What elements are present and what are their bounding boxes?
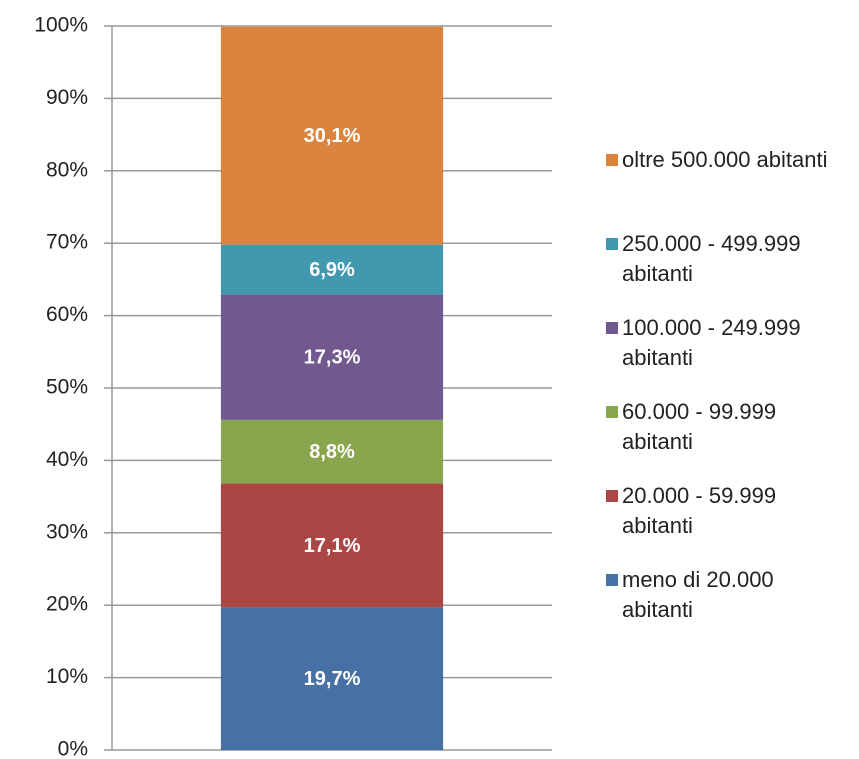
bar-segment bbox=[220, 607, 444, 750]
legend-label: 100.000 - 249.999 abitanti bbox=[622, 315, 801, 370]
data-label: 6,9% bbox=[309, 259, 355, 281]
y-tick-label: 0% bbox=[58, 738, 88, 759]
y-tick-label: 40% bbox=[46, 448, 88, 471]
bar-segment bbox=[220, 244, 444, 295]
data-label: 17,3% bbox=[304, 347, 361, 369]
legend-label: 250.000 - 499.999 abitanti bbox=[622, 231, 801, 286]
legend-swatch bbox=[606, 322, 618, 334]
y-tick-label: 60% bbox=[46, 303, 88, 326]
y-tick-label: 100% bbox=[34, 14, 88, 37]
bar-segment bbox=[220, 483, 444, 608]
y-tick-label: 20% bbox=[46, 593, 88, 616]
y-tick-label: 30% bbox=[46, 520, 88, 543]
data-label: 17,1% bbox=[304, 535, 361, 557]
legend-label: meno di 20.000 abitanti bbox=[622, 567, 774, 622]
y-tick-label: 10% bbox=[46, 665, 88, 688]
bar-segment bbox=[220, 26, 444, 245]
legend-label: 60.000 - 99.999 abitanti bbox=[622, 399, 777, 454]
y-tick-label: 70% bbox=[46, 231, 88, 254]
legend-swatch bbox=[606, 154, 618, 166]
bar-segment bbox=[220, 294, 444, 420]
data-label: 30,1% bbox=[304, 125, 361, 147]
legend-swatch bbox=[606, 490, 618, 502]
y-tick-label: 50% bbox=[46, 376, 88, 399]
data-label: 8,8% bbox=[309, 441, 355, 463]
legend-swatch bbox=[606, 574, 618, 586]
legend-label: 20.000 - 59.999 abitanti bbox=[622, 483, 777, 538]
legend-label: oltre 500.000 abitanti bbox=[622, 147, 828, 172]
data-label: 19,7% bbox=[304, 668, 361, 690]
bar-segment bbox=[220, 419, 444, 484]
legend-swatch bbox=[606, 238, 618, 250]
y-tick-label: 80% bbox=[46, 158, 88, 181]
y-tick-label: 90% bbox=[46, 86, 88, 109]
legend-swatch bbox=[606, 406, 618, 418]
